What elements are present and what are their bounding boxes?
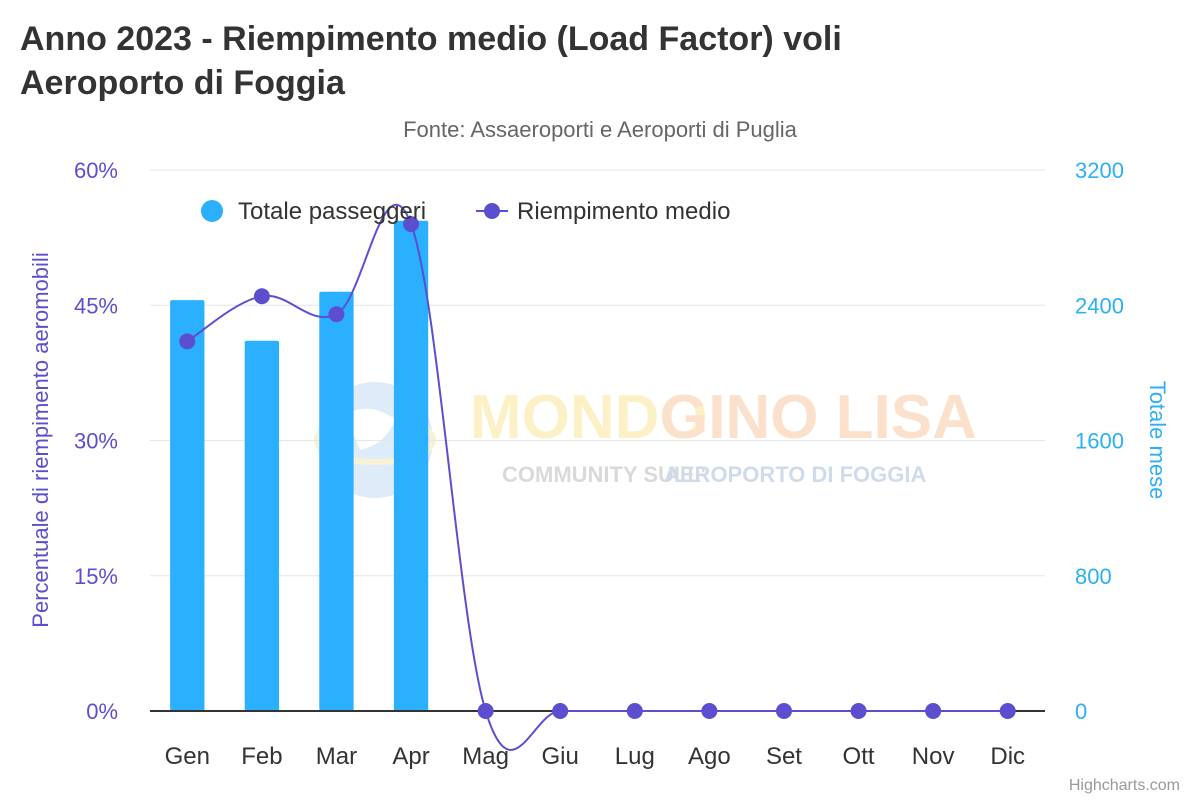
- point-mag[interactable]: [477, 703, 494, 719]
- watermark-line2-b: AEROPORTO DI FOGGIA: [664, 462, 927, 487]
- point-apr[interactable]: [403, 216, 420, 233]
- x-axis-tick-label: Nov: [912, 743, 955, 770]
- x-axis-tick-label: Giu: [542, 743, 579, 770]
- x-axis-tick-label: Set: [766, 743, 802, 770]
- right-axis-tick-label: 2400: [1075, 293, 1124, 318]
- x-axis-tick-label: Ago: [688, 743, 731, 770]
- left-axis-tick-label: 60%: [74, 158, 118, 183]
- gridlines: [150, 169, 1045, 577]
- legend-item-riempimento-medio[interactable]: Riempimento medio: [476, 198, 730, 225]
- point-lug[interactable]: [626, 703, 643, 719]
- x-axis-tick-label: Mag: [462, 743, 509, 770]
- bar-apr[interactable]: [393, 220, 429, 711]
- bar-series: [170, 220, 429, 711]
- right-axis-title: Totale mese: [1145, 381, 1170, 500]
- point-set[interactable]: [775, 703, 792, 719]
- left-axis-tick-label: 15%: [74, 564, 118, 589]
- legend: Totale passeggeri Riempimento medio: [201, 198, 730, 225]
- watermark-line1-b: GINO LISA: [660, 383, 977, 452]
- bar-mar[interactable]: [319, 291, 354, 711]
- legend-bar-marker: [201, 200, 223, 222]
- x-axis-tick-label: Gen: [165, 743, 210, 770]
- bar-feb[interactable]: [244, 340, 280, 711]
- right-axis-tick-label: 3200: [1075, 158, 1124, 183]
- point-giu[interactable]: [552, 703, 569, 719]
- point-nov[interactable]: [925, 703, 942, 719]
- credits-link[interactable]: Highcharts.com: [1069, 777, 1180, 794]
- point-feb[interactable]: [253, 288, 270, 305]
- left-axis-tick-label: 30%: [74, 429, 118, 454]
- x-axis-tick-label: Ott: [843, 743, 875, 770]
- x-axis-tick-label: Feb: [241, 743, 282, 770]
- left-axis-tick-label: 0%: [86, 699, 118, 724]
- legend-item-totale-passeggeri[interactable]: Totale passeggeri: [201, 198, 426, 225]
- x-axis-ticks: Gen Feb Mar Apr Mag Giu Lug Ago Set Ott Nov Dic: [165, 743, 1025, 770]
- x-axis-tick-label: Mar: [316, 743, 357, 770]
- point-ott[interactable]: [850, 703, 867, 719]
- right-axis-tick-label: 1600: [1075, 429, 1124, 454]
- right-axis-tick-label: 0: [1075, 699, 1087, 724]
- left-axis-ticks: 0% 15% 30% 45% 60%: [74, 158, 118, 724]
- right-axis-tick-label: 800: [1075, 564, 1112, 589]
- chart-subtitle: Fonte: Assaeroporti e Aeroporti di Pugli…: [403, 117, 798, 142]
- left-axis-title: Percentuale di riempimento aeromobili: [28, 252, 53, 627]
- point-mar[interactable]: [328, 306, 345, 323]
- x-axis-tick-label: Apr: [392, 743, 429, 770]
- legend-label-line: Riempimento medio: [517, 198, 730, 225]
- right-axis-ticks: 0 800 1600 2400 3200: [1075, 158, 1124, 724]
- chart-title-line-2: Aeroporto di Foggia: [20, 64, 346, 102]
- point-gen[interactable]: [179, 333, 196, 350]
- x-axis-tick-label: Dic: [990, 743, 1025, 770]
- point-ago[interactable]: [701, 703, 718, 719]
- legend-label-bars: Totale passeggeri: [238, 198, 426, 225]
- chart-title-line-1: Anno 2023 - Riempimento medio (Load Fact…: [20, 20, 842, 58]
- left-axis-tick-label: 45%: [74, 293, 118, 318]
- legend-line-marker-dot: [484, 203, 500, 219]
- line-series: [179, 203, 1016, 751]
- point-dic[interactable]: [999, 703, 1016, 719]
- bar-gen[interactable]: [170, 300, 205, 711]
- watermark-line2-a: COMMUNITY SULL': [502, 462, 706, 487]
- x-axis-tick-label: Lug: [615, 743, 655, 770]
